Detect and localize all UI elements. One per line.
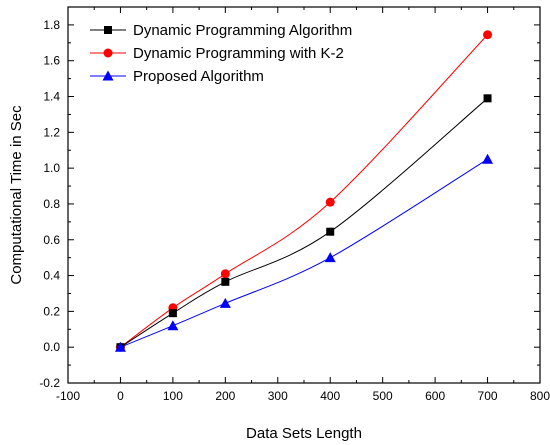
data-point <box>482 153 494 164</box>
series-markers <box>114 30 494 352</box>
data-point <box>167 320 179 331</box>
plot-frame <box>67 6 541 384</box>
x-tick-label: 400 <box>320 389 340 403</box>
x-tick-label: -100 <box>56 389 80 403</box>
data-point <box>219 297 231 308</box>
y-tick-label: 1.2 <box>43 125 60 139</box>
y-tick-label: 1.8 <box>43 18 60 32</box>
y-tick-label: 0.2 <box>43 304 60 318</box>
data-point <box>326 227 335 236</box>
x-tick-label: 100 <box>163 389 183 403</box>
data-point <box>324 252 336 263</box>
data-point <box>114 341 126 352</box>
axis-ticks <box>67 7 541 384</box>
data-point <box>483 30 493 40</box>
data-point <box>221 277 230 286</box>
x-axis-title: Data Sets Length <box>246 425 362 442</box>
tick-labels: -100 0 100 200 300 400 500 600 700 800 -0.2 0.0 0.2 0… <box>39 18 550 403</box>
y-tick-label: 1.6 <box>43 54 60 68</box>
y-tick-label: 1.4 <box>43 90 60 104</box>
x-tick-label: 300 <box>268 389 288 403</box>
legend-marker <box>104 26 112 34</box>
legend: Dynamic Programming Algorithm Dynamic Pro… <box>90 22 352 85</box>
data-point <box>325 197 335 207</box>
legend-marker <box>103 48 113 58</box>
legend-label: Proposed Algorithm <box>133 68 264 85</box>
y-tick-label: 0.4 <box>43 269 60 283</box>
y-tick-label: 1.0 <box>43 161 60 175</box>
y-tick-label: 0.6 <box>43 233 60 247</box>
series-line <box>120 97 488 348</box>
legend-label: Dynamic Programming Algorithm <box>133 22 352 39</box>
data-point <box>168 309 177 318</box>
legend-label: Dynamic Programming with K-2 <box>133 45 344 62</box>
x-tick-label: 0 <box>117 389 124 403</box>
x-tick-label: 800 <box>530 389 550 403</box>
data-point <box>220 269 230 279</box>
data-point <box>483 94 492 103</box>
x-tick-label: 700 <box>478 389 498 403</box>
legend-marker <box>102 70 114 81</box>
y-tick-label: 0.0 <box>43 340 60 354</box>
series-line <box>120 34 488 348</box>
x-tick-label: 200 <box>215 389 235 403</box>
y-tick-label: -0.2 <box>39 376 60 390</box>
y-tick-label: 0.8 <box>43 197 60 211</box>
series-lines <box>120 34 488 348</box>
y-axis-title: Computational Time in Sec <box>8 105 25 285</box>
x-tick-label: 600 <box>425 389 445 403</box>
series-line <box>120 158 488 348</box>
x-tick-label: 500 <box>373 389 393 403</box>
